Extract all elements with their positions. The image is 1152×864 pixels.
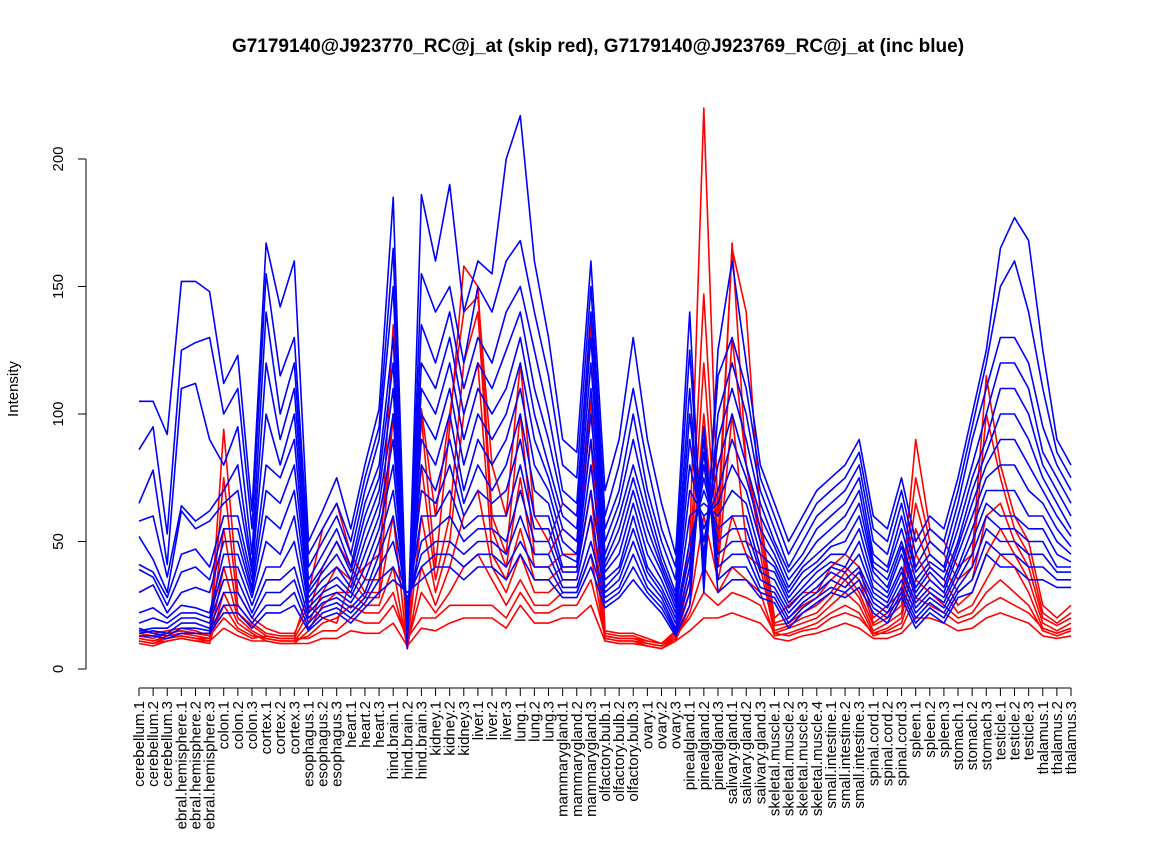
x-tick-label: small.intestine.1 (823, 701, 840, 809)
y-tick-label: 0 (50, 665, 67, 673)
series-line-inc-4 (138, 311, 1072, 635)
x-tick-label: liver.1 (470, 701, 487, 740)
x-tick-label: colon.3 (244, 701, 261, 749)
x-tick-label: esophagus.3 (329, 701, 346, 787)
x-tick-label: cortex.3 (286, 701, 303, 754)
series-line-inc-14 (139, 425, 1071, 640)
x-axis: cerebellum.1cerebellum.2cerebellum.3ebra… (131, 687, 1080, 829)
x-tick-label: pinealgland.1 (682, 701, 699, 790)
x-tick-label: pinealgland.2 (696, 701, 713, 790)
series-line-inc-12 (138, 451, 1071, 635)
x-tick-label: mammarygland.2 (569, 701, 586, 817)
x-tick-label: spinal.cord.3 (894, 701, 911, 786)
series-line-inc-8 (138, 413, 1072, 619)
x-tick-label: pinealgland.3 (710, 701, 727, 790)
x-tick-label: ebral.hemisphere.2 (187, 701, 204, 829)
x-tick-label: hind.brain.1 (385, 701, 402, 779)
x-tick-label: olfactory.bulb.1 (597, 701, 614, 802)
x-tick-label: thalamus.3 (1063, 701, 1080, 774)
x-tick-label: stomach.2 (964, 701, 981, 770)
x-tick-label: ebral.hemisphere.3 (202, 701, 219, 829)
x-tick-label: thalamus.1 (1035, 701, 1052, 774)
x-tick-label: spleen.3 (936, 701, 953, 758)
x-tick-label: cerebellum.1 (131, 701, 148, 787)
x-tick-label: heart.3 (371, 701, 388, 748)
series-line-inc-1 (139, 114, 1072, 650)
x-tick-label: colon.2 (230, 701, 247, 749)
x-tick-label: lung.3 (541, 701, 558, 742)
y-tick-label: 150 (50, 274, 67, 299)
x-tick-label: small.intestine.3 (851, 701, 868, 809)
x-tick-label: skeletal.muscle.3 (795, 701, 812, 816)
x-tick-label: ovary.3 (668, 701, 685, 749)
y-tick-label: 50 (50, 533, 67, 550)
x-tick-label: hind.brain.2 (399, 701, 416, 779)
series-line-inc-2 (138, 239, 1072, 645)
x-tick-label: thalamus.2 (1049, 701, 1066, 774)
x-tick-label: heart.1 (343, 701, 360, 748)
y-axis: 0 50 100 150 200 (50, 146, 87, 673)
series-line-inc-13 (138, 438, 1071, 637)
series-line-inc-11 (138, 464, 1071, 632)
x-tick-label: cerebellum.3 (159, 701, 176, 787)
x-tick-label: ovary.1 (639, 701, 656, 749)
x-tick-label: salivary.gland.3 (752, 701, 769, 804)
x-tick-label: ovary.2 (653, 701, 670, 749)
x-tick-label: lung.2 (526, 701, 543, 742)
x-tick-label: salivary.gland.1 (724, 701, 741, 804)
x-tick-label: cerebellum.2 (145, 701, 162, 787)
x-tick-label: hind.brain.3 (413, 701, 430, 779)
x-tick-label: skeletal.muscle.4 (809, 701, 826, 816)
x-tick-label: skeletal.muscle.1 (766, 701, 783, 816)
x-tick-label: ebral.hemisphere.1 (173, 701, 190, 829)
x-tick-label: spleen.2 (922, 701, 939, 758)
x-tick-label: testicle.2 (1007, 701, 1024, 760)
x-tick-label: stomach.3 (978, 701, 995, 770)
x-tick-label: olfactory.bulb.3 (625, 701, 642, 802)
x-tick-label: stomach.1 (950, 701, 967, 770)
x-tick-label: small.intestine.2 (837, 701, 854, 809)
series-line-inc-10 (138, 464, 1072, 624)
y-tick-label: 100 (50, 401, 67, 426)
plot-area (138, 107, 1072, 650)
x-tick-label: mammarygland.1 (555, 701, 572, 817)
x-tick-label: kidney.3 (456, 701, 473, 756)
x-tick-label: heart.2 (357, 701, 374, 748)
chart-title: G7179140@J923770_RC@j_at (skip red), G71… (232, 36, 964, 57)
x-tick-label: spleen.1 (908, 701, 925, 758)
series-line-inc-3 (138, 285, 1072, 640)
x-tick-label: cortex.1 (258, 701, 275, 754)
x-tick-label: olfactory.bulb.2 (611, 701, 628, 802)
x-tick-label: skeletal.muscle.2 (781, 701, 798, 816)
x-tick-label: esophagus.1 (300, 701, 317, 787)
x-tick-label: spinal.cord.1 (865, 701, 882, 786)
x-tick-label: colon.1 (216, 701, 233, 749)
x-tick-label: kidney.2 (442, 701, 459, 756)
x-tick-label: testicle.1 (992, 701, 1009, 760)
y-tick-label: 200 (50, 146, 67, 171)
x-tick-label: liver.3 (498, 701, 515, 740)
x-tick-label: lung.1 (512, 701, 529, 742)
x-tick-label: spinal.cord.2 (879, 701, 896, 786)
y-axis-label: Intensity (5, 361, 22, 417)
x-tick-label: kidney.1 (428, 701, 445, 756)
x-tick-label: testicle.3 (1021, 701, 1038, 760)
x-tick-label: salivary.gland.2 (738, 701, 755, 804)
x-tick-label: mammarygland.3 (583, 701, 600, 817)
x-tick-label: esophagus.2 (315, 701, 332, 787)
series-line-inc-9 (138, 438, 1072, 619)
x-tick-label: cortex.2 (272, 701, 289, 754)
x-tick-label: liver.2 (484, 701, 501, 740)
